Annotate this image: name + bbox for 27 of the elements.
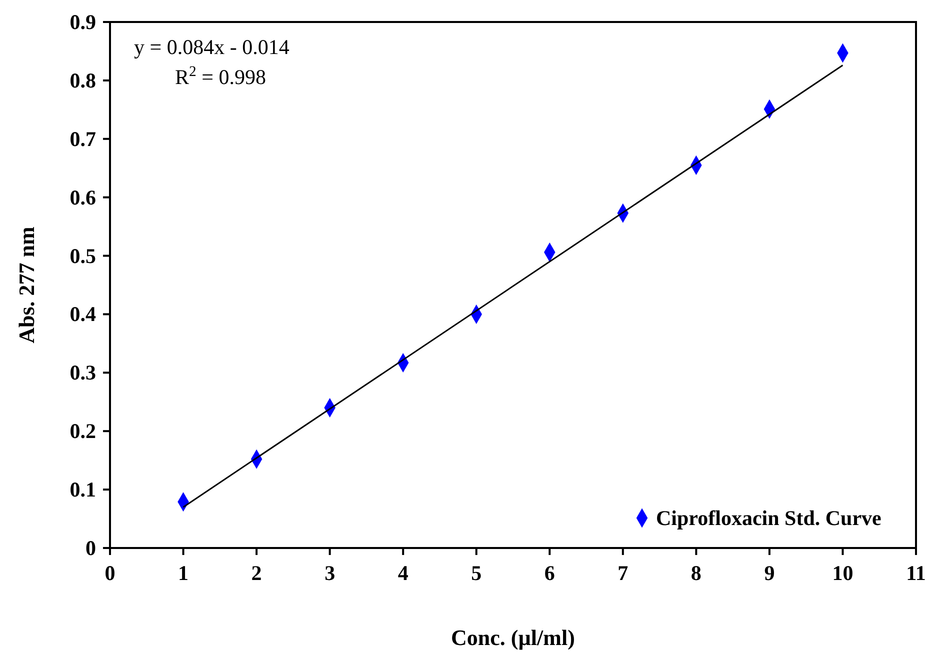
annotation: y = 0.084x - 0.014 bbox=[134, 35, 290, 59]
x-axis-title: Conc. (µl/ml) bbox=[451, 625, 575, 650]
y-tick-label: 0.9 bbox=[70, 10, 96, 34]
x-tick-label: 9 bbox=[764, 561, 775, 585]
x-tick-label: 2 bbox=[251, 561, 262, 585]
x-tick-label: 3 bbox=[324, 561, 336, 585]
x-tick-label: 1 bbox=[178, 561, 189, 585]
y-tick-label: 0.3 bbox=[70, 360, 96, 385]
y-tick-label: 0.4 bbox=[70, 302, 96, 326]
y-tick-label: 0.5 bbox=[70, 244, 96, 268]
x-tick-label: 7 bbox=[618, 561, 628, 585]
x-tick-label: 0 bbox=[104, 561, 116, 585]
x-tick-label: 11 bbox=[906, 561, 926, 585]
y-tick-label: 0 bbox=[86, 536, 96, 560]
x-tick-label: 4 bbox=[398, 561, 409, 585]
x-tick-label: 5 bbox=[471, 561, 482, 585]
y-tick-label: 0.7 bbox=[70, 126, 96, 151]
x-tick-label: 10 bbox=[832, 561, 854, 585]
x-tick-label: 6 bbox=[544, 561, 555, 585]
x-tick-label: 8 bbox=[690, 561, 702, 585]
y-tick-label: 0.6 bbox=[70, 185, 96, 210]
y-tick-label: 0.1 bbox=[70, 478, 96, 502]
annotation: R$^{2}$ = 0.998 bbox=[175, 64, 266, 89]
legend-label: Ciprofloxacin Std. Curve bbox=[656, 506, 882, 530]
y-tick-label: 0.2 bbox=[70, 419, 96, 444]
y-axis-title: Abs. 277 nm bbox=[14, 226, 39, 344]
y-tick-label: 0.8 bbox=[70, 68, 96, 92]
